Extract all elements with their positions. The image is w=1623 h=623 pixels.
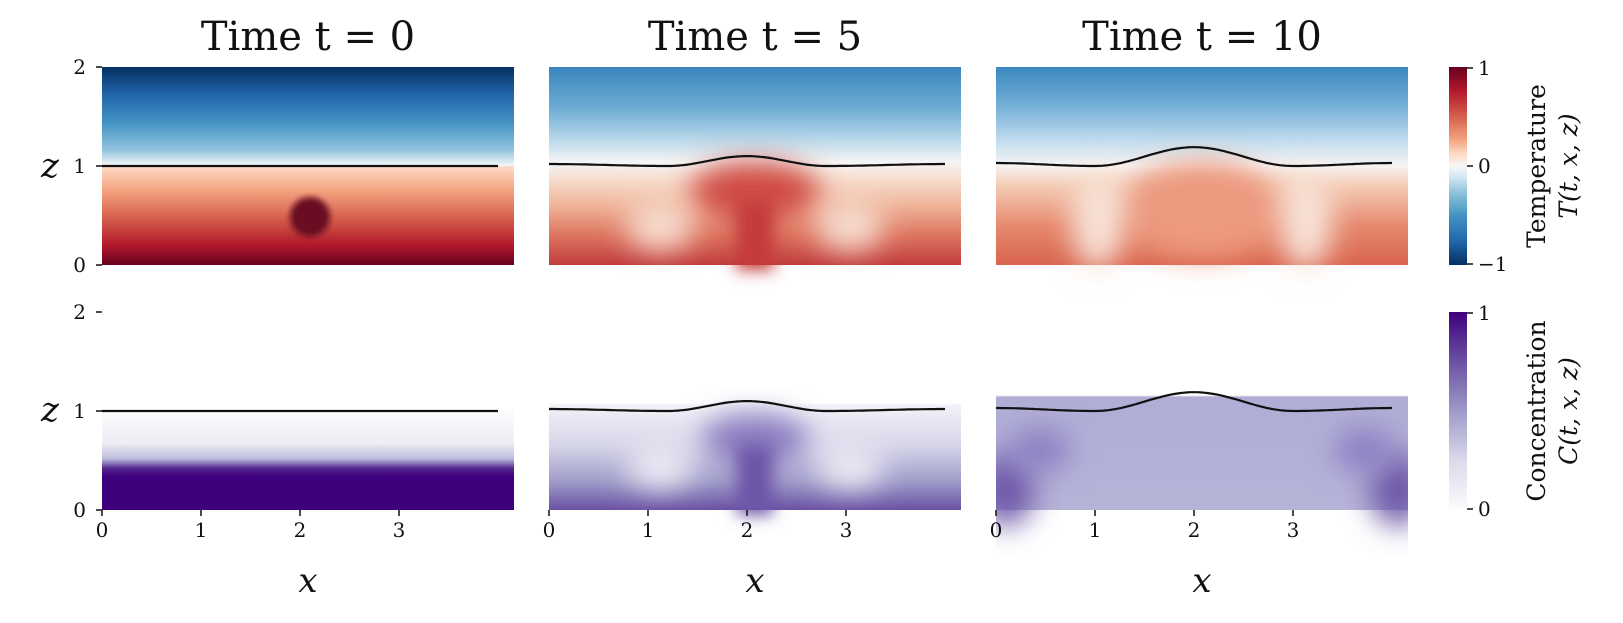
concentration-colorbar-ticks: 1 0 <box>1467 301 1491 521</box>
temperature-cbar-name: Temperature <box>1522 84 1551 248</box>
concentration-cbar-name: Concentration <box>1522 320 1551 501</box>
temperature-cbar-tick-min: −1 <box>1478 252 1507 276</box>
clear-eddy-right-c5 <box>816 444 884 488</box>
plume-cap-c5 <box>701 414 809 466</box>
temperature-panel-t10 <box>996 67 1408 270</box>
x-tick-label: 1 <box>195 518 208 542</box>
plume-stem-c5 <box>737 445 773 515</box>
warm-blob-t0 <box>290 197 330 237</box>
panel-title-t5: Time t = 5 <box>648 14 862 60</box>
interface-line-concentration-t10 <box>996 391 1392 413</box>
concentration-panel-t10 <box>996 312 1408 526</box>
x-tick-label: 2 <box>741 518 754 542</box>
plume-cap-t5 <box>689 162 821 222</box>
panel-title-t10: Time t = 10 <box>1082 14 1322 60</box>
interface-line-temperature-t10 <box>996 146 1392 168</box>
cool-eddy-left-t5 <box>626 199 694 251</box>
temperature-cbar-tick-mid: 0 <box>1478 154 1491 178</box>
interface-line-concentration-t5 <box>549 400 945 413</box>
x-tick-label: 3 <box>840 518 853 542</box>
x-tick-label: 2 <box>1188 518 1201 542</box>
x-tick-label: 3 <box>393 518 406 542</box>
x-axis-label-p2: x <box>1192 561 1211 601</box>
panel-title-t0: Time t = 0 <box>201 14 415 60</box>
z-tick-label: 2 <box>73 300 86 324</box>
light-column-right-t10 <box>1280 170 1332 270</box>
z-tick-label: 1 <box>73 154 86 178</box>
x-tick-label: 0 <box>543 518 556 542</box>
z-tick-label: 2 <box>73 55 86 79</box>
temperature-cbar-tick-max: 1 <box>1478 56 1491 80</box>
concentration-cbar-tick-min: 0 <box>1478 497 1491 521</box>
concentration-cbar-tick-max: 1 <box>1478 301 1491 325</box>
clear-eddy-left-c5 <box>626 444 694 488</box>
z-tick-label: 1 <box>73 399 86 423</box>
concentration-cbar-symbol: C(t, x, z) <box>1554 357 1583 465</box>
temperature-panel-t5 <box>549 67 961 270</box>
dark-patch-left-c10 <box>1010 428 1070 472</box>
x-tick-label: 1 <box>642 518 655 542</box>
axes: 0 1 2 3 0 1 2 3 0 1 2 3 0 1 2 0 1 2 <box>73 55 1299 542</box>
plume-stem-t5 <box>736 200 774 270</box>
x-tick-label: 1 <box>1089 518 1102 542</box>
temperature-colorbar <box>1449 67 1467 265</box>
temperature-cbar-symbol: T(t, x, z) <box>1554 113 1583 218</box>
x-tick-label: 3 <box>1287 518 1300 542</box>
x-tick-label: 2 <box>294 518 307 542</box>
cool-eddy-right-t5 <box>816 199 884 251</box>
dark-patch-right-c10 <box>1334 428 1394 472</box>
plume-cap-t10 <box>1122 162 1282 258</box>
x-tick-label: 0 <box>990 518 1003 542</box>
z-tick-label: 0 <box>73 253 86 277</box>
concentration-colorbar <box>1449 312 1467 510</box>
temperature-colorbar-ticks: 1 0 −1 <box>1467 56 1507 276</box>
x-tick-label: 0 <box>96 518 109 542</box>
z-tick-label: 0 <box>73 498 86 522</box>
x-axis-label-p1: x <box>745 561 764 601</box>
x-axis-label-p0: x <box>298 561 317 601</box>
dark-corner-right-c10 <box>1370 454 1408 526</box>
interface-line-temperature-t5 <box>549 155 945 168</box>
dark-corner-left-c10 <box>996 454 1034 526</box>
z-axis-label-bottom: z <box>40 390 60 430</box>
z-axis-label-top: z <box>40 146 60 186</box>
interface-lines <box>102 146 1392 413</box>
light-column-left-t10 <box>1072 170 1124 270</box>
concentration-panel-t5 <box>549 312 961 515</box>
